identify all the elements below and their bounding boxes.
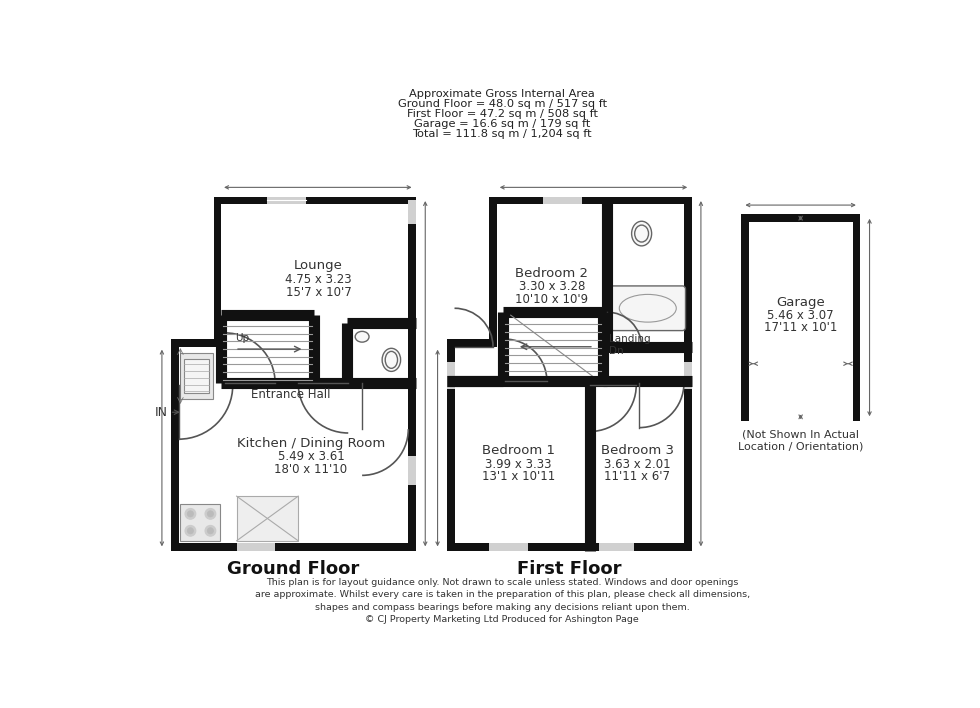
Text: 11'11 x 6'7: 11'11 x 6'7 [604, 470, 670, 484]
Bar [236, 496, 298, 541]
Text: 18'0 x 11'10: 18'0 x 11'10 [274, 463, 348, 476]
Text: Dn: Dn [610, 346, 624, 355]
Bar [268, 197, 306, 205]
Text: 17'11 x 10'1: 17'11 x 10'1 [764, 321, 837, 334]
Ellipse shape [382, 348, 401, 372]
Text: 13'1 x 10'11: 13'1 x 10'11 [482, 470, 555, 484]
Text: Bedroom 2: Bedroom 2 [515, 267, 588, 280]
Text: 3.63 x 2.01: 3.63 x 2.01 [604, 458, 670, 471]
Text: Ground Floor: Ground Floor [227, 560, 360, 578]
FancyBboxPatch shape [611, 286, 686, 331]
Bar [172, 339, 221, 347]
Ellipse shape [632, 222, 652, 246]
Bar [489, 543, 527, 551]
Bar [180, 353, 213, 399]
Text: 5.46 x 3.07: 5.46 x 3.07 [767, 309, 834, 321]
Bar [543, 197, 581, 205]
Text: Up: Up [235, 333, 249, 343]
Bar [172, 543, 416, 551]
Text: Garage = 16.6 sq m / 179 sq ft: Garage = 16.6 sq m / 179 sq ft [415, 119, 590, 129]
Text: Kitchen / Dining Room: Kitchen / Dining Room [237, 437, 385, 450]
Text: 3.99 x 3.33: 3.99 x 3.33 [485, 458, 552, 471]
Bar [409, 456, 416, 486]
Bar [409, 200, 416, 224]
Bar [853, 215, 860, 421]
Text: Landing: Landing [610, 334, 651, 344]
Bar [447, 339, 497, 347]
Text: This plan is for layout guidance only. Not drawn to scale unless stated. Windows: This plan is for layout guidance only. N… [255, 578, 750, 624]
Text: Total = 111.8 sq m / 1,204 sq ft: Total = 111.8 sq m / 1,204 sq ft [413, 129, 592, 139]
Bar [741, 215, 860, 222]
Circle shape [208, 510, 214, 517]
Bar [447, 197, 497, 347]
Text: 5.49 x 3.61: 5.49 x 3.61 [277, 450, 344, 463]
Text: (Not Shown In Actual
Location / Orientation): (Not Shown In Actual Location / Orientat… [738, 430, 863, 452]
Ellipse shape [355, 331, 369, 342]
Bar [749, 413, 853, 421]
Bar [172, 197, 221, 347]
Bar [447, 197, 455, 551]
Text: 4.75 x 3.23: 4.75 x 3.23 [285, 273, 352, 286]
Text: First Floor = 47.2 sq m / 508 sq ft: First Floor = 47.2 sq m / 508 sq ft [407, 109, 598, 119]
Bar [236, 496, 298, 541]
Text: Bedroom 3: Bedroom 3 [601, 444, 673, 457]
Circle shape [187, 510, 193, 517]
Text: Lounge: Lounge [294, 259, 343, 273]
Bar [489, 197, 497, 347]
Bar [172, 197, 179, 551]
Bar [447, 362, 455, 389]
Bar [172, 197, 416, 205]
Text: 3.30 x 3.28: 3.30 x 3.28 [518, 280, 585, 293]
Bar [447, 543, 692, 551]
Circle shape [185, 508, 196, 519]
Ellipse shape [635, 225, 649, 242]
Circle shape [205, 508, 216, 519]
Bar [447, 197, 692, 205]
Text: 15'7 x 10'7: 15'7 x 10'7 [286, 285, 352, 299]
Text: First Floor: First Floor [517, 560, 621, 578]
Text: Ground Floor = 48.0 sq m / 517 sq ft: Ground Floor = 48.0 sq m / 517 sq ft [398, 99, 607, 109]
Circle shape [208, 527, 214, 534]
Text: 10'10 x 10'9: 10'10 x 10'9 [515, 292, 588, 306]
Bar [684, 362, 692, 389]
Circle shape [205, 525, 216, 536]
Bar [684, 197, 692, 551]
Bar [180, 504, 220, 541]
Bar [214, 197, 221, 347]
Circle shape [185, 525, 196, 536]
Text: Bedroom 1: Bedroom 1 [482, 444, 555, 457]
Circle shape [187, 527, 193, 534]
Bar [236, 543, 275, 551]
Ellipse shape [385, 351, 398, 368]
Bar [180, 353, 213, 399]
Text: Entrance Hall: Entrance Hall [251, 388, 330, 401]
Bar [409, 197, 416, 551]
Text: Approximate Gross Internal Area: Approximate Gross Internal Area [410, 88, 595, 99]
Bar [741, 215, 749, 421]
Bar [600, 543, 634, 551]
Bar [180, 504, 220, 541]
Bar [741, 413, 860, 421]
Text: Garage: Garage [776, 296, 825, 309]
Bar [184, 359, 209, 393]
Text: IN: IN [154, 406, 168, 418]
